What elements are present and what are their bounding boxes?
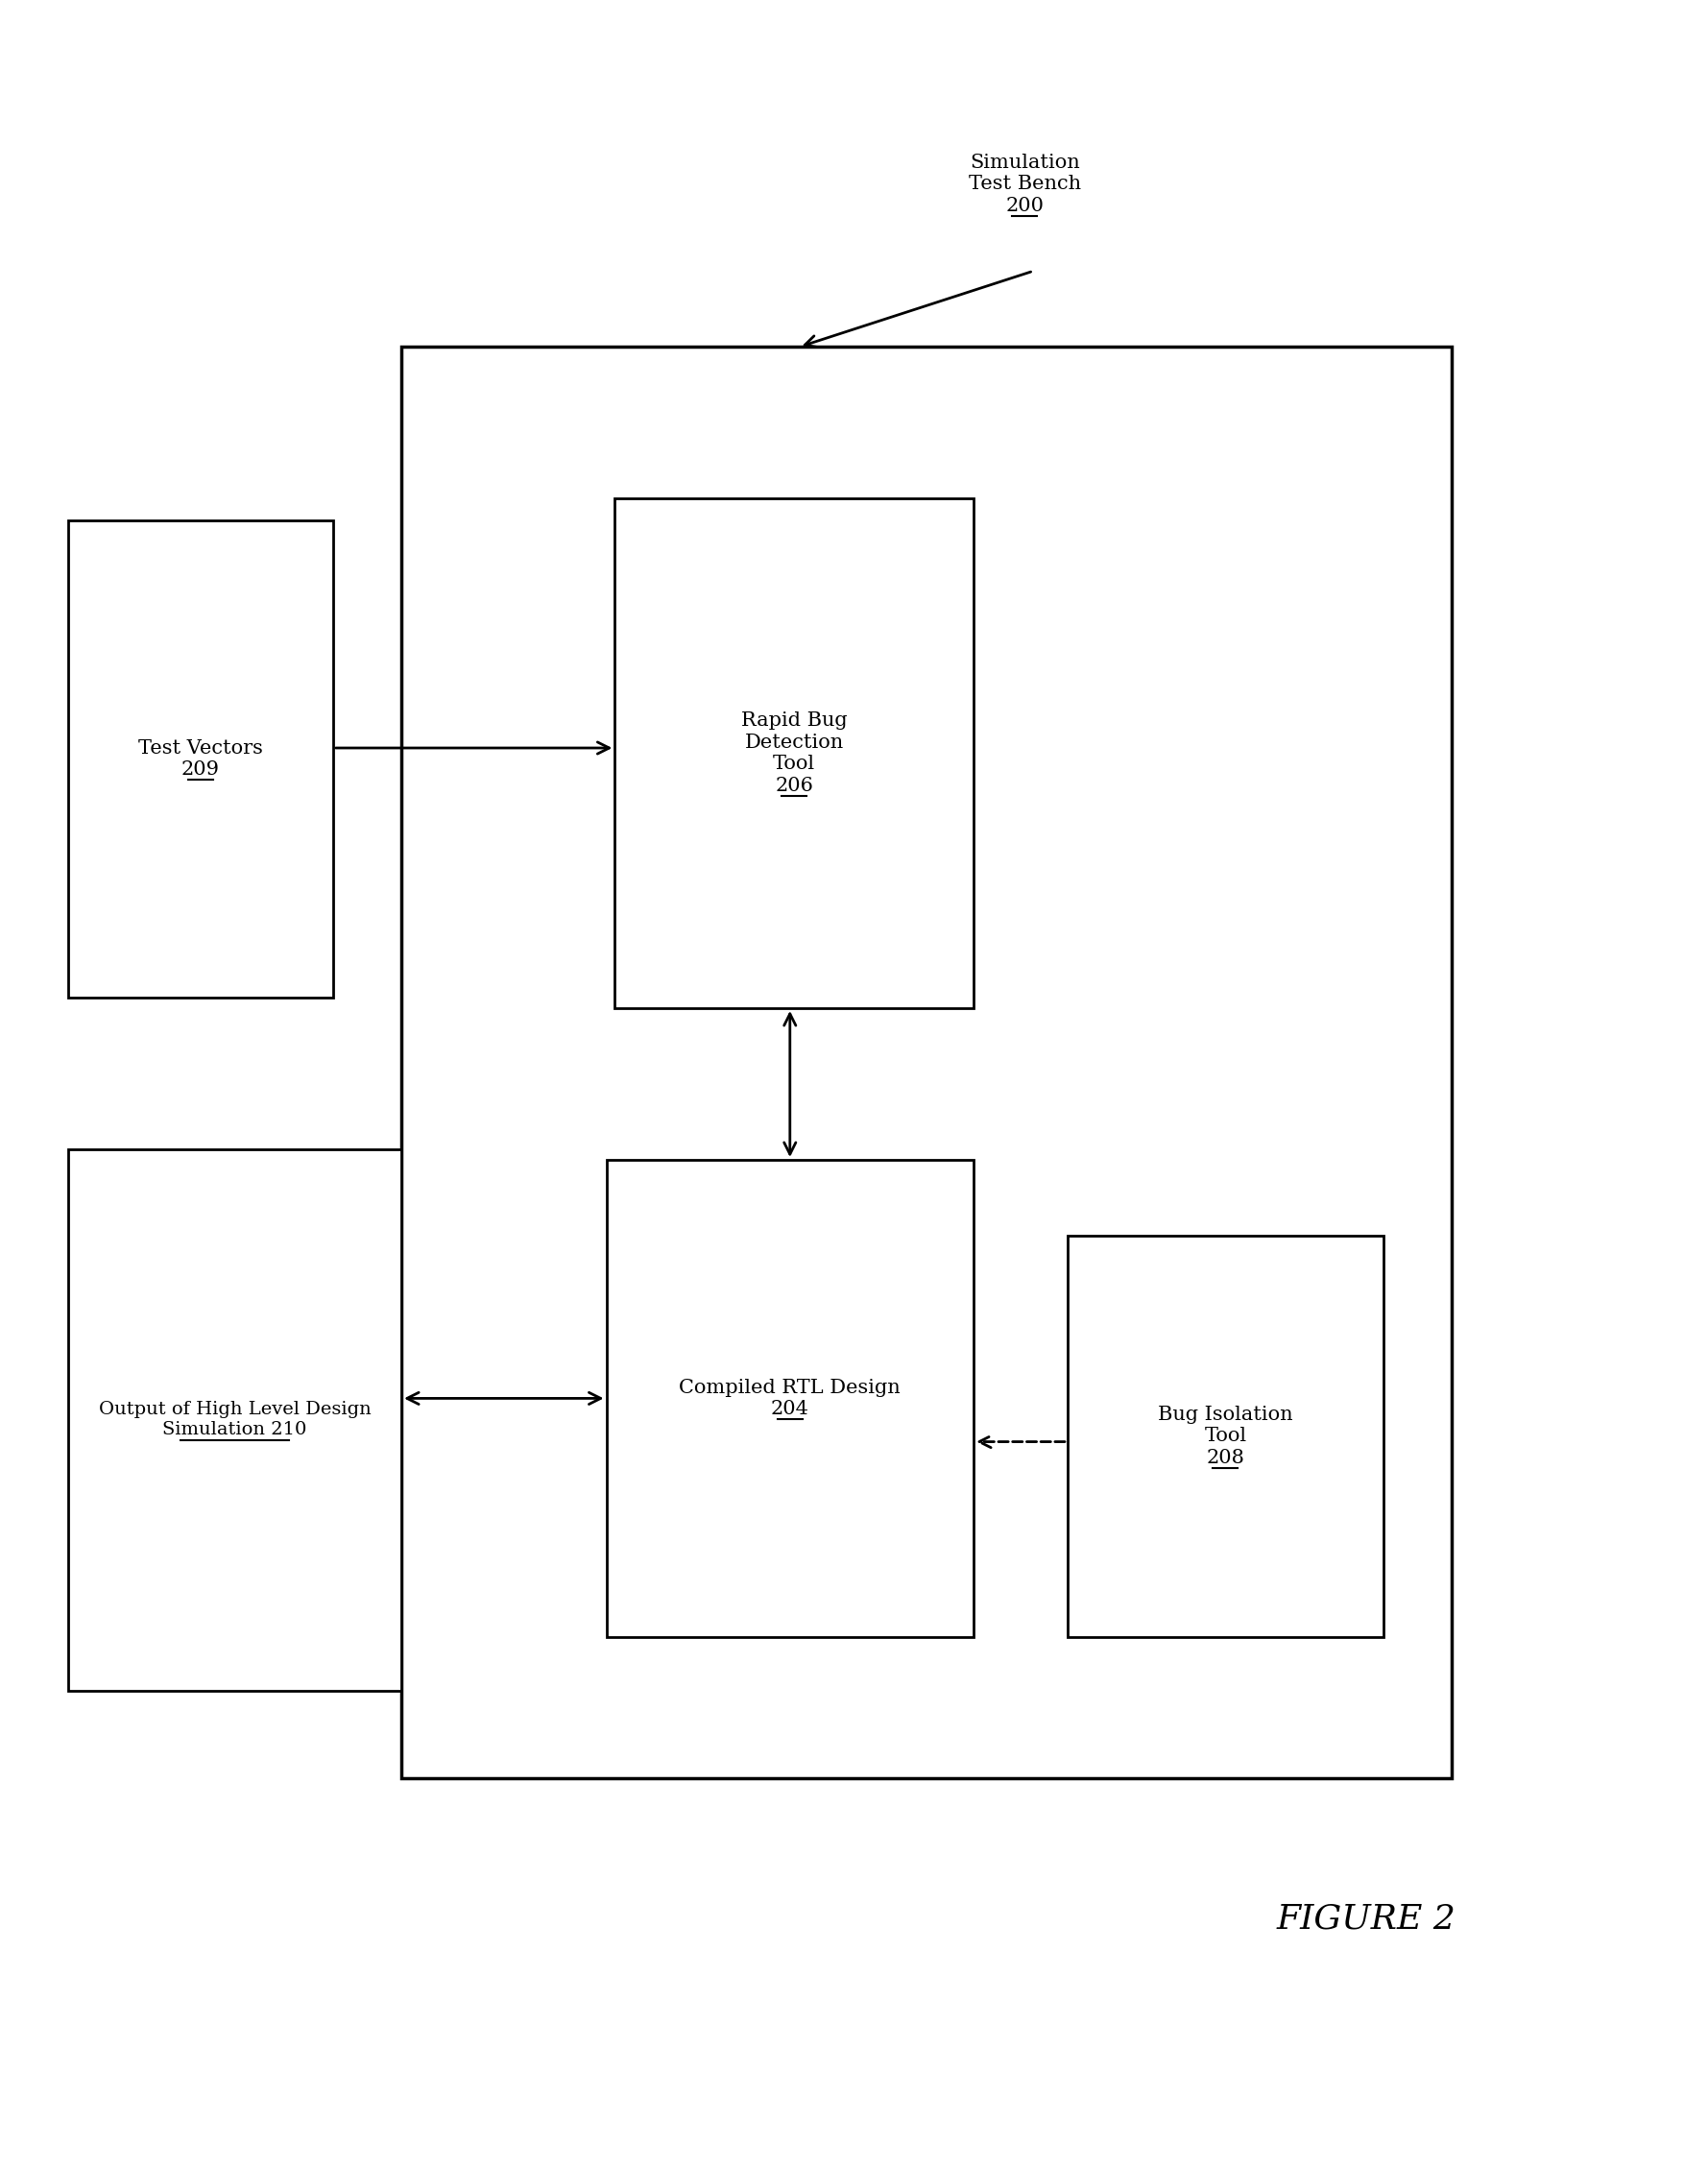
Text: Bug Isolation: Bug Isolation <box>1158 1405 1293 1424</box>
Text: Detection: Detection <box>745 733 844 752</box>
Text: Compiled RTL Design: Compiled RTL Design <box>680 1379 900 1396</box>
Text: Simulation 210: Simulation 210 <box>162 1422 307 1440</box>
Text: Tool: Tool <box>774 754 815 774</box>
Text: 208: 208 <box>1206 1448 1245 1468</box>
Text: 209: 209 <box>181 761 220 778</box>
Text: Test Bench: Test Bench <box>968 176 1081 193</box>
Text: 200: 200 <box>1006 197 1044 215</box>
Text: Rapid Bug: Rapid Bug <box>741 711 847 731</box>
FancyBboxPatch shape <box>606 1160 974 1637</box>
FancyBboxPatch shape <box>1068 1236 1383 1637</box>
Text: Simulation: Simulation <box>970 154 1079 171</box>
Text: Test Vectors: Test Vectors <box>138 739 263 757</box>
Text: Tool: Tool <box>1204 1427 1247 1446</box>
FancyBboxPatch shape <box>401 347 1452 1778</box>
FancyBboxPatch shape <box>615 499 974 1008</box>
Text: Output of High Level Design: Output of High Level Design <box>99 1401 371 1418</box>
Text: FIGURE 2: FIGURE 2 <box>1276 1901 1457 1936</box>
FancyBboxPatch shape <box>68 1149 401 1691</box>
Text: 206: 206 <box>775 776 813 796</box>
Text: 204: 204 <box>770 1401 810 1418</box>
FancyBboxPatch shape <box>68 520 333 997</box>
